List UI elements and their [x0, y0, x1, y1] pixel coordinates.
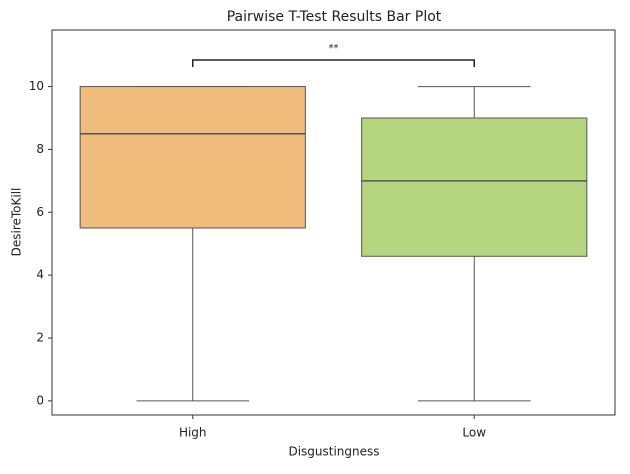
y-tick-label: 10	[29, 79, 44, 93]
box	[361, 117, 588, 257]
x-tick-label: High	[179, 426, 207, 440]
y-tick-label: 2	[36, 331, 44, 345]
chart-title: Pairwise T-Test Results Bar Plot	[227, 9, 442, 25]
significance-label: **	[329, 43, 339, 54]
x-tick-label: Low	[462, 426, 486, 440]
y-axis-label: DesireToKill	[10, 188, 24, 257]
significance-bracket	[192, 59, 475, 67]
plot-frame	[51, 29, 616, 416]
y-tick-label: 4	[36, 268, 44, 282]
y-tick-label: 8	[36, 142, 44, 156]
y-tick-label: 6	[36, 205, 44, 219]
x-axis-label: Disgustingness	[288, 445, 379, 459]
box	[79, 86, 306, 229]
y-tick-label: 0	[36, 393, 44, 407]
